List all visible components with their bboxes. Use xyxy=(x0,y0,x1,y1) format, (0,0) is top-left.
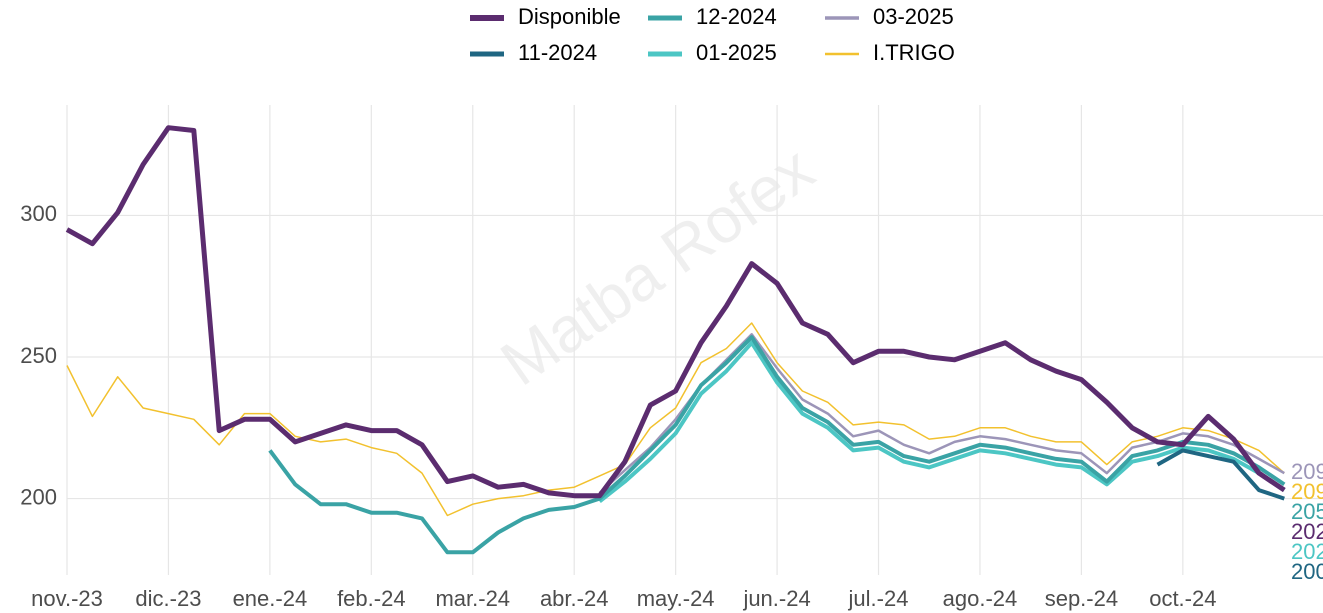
legend-label: 12-2024 xyxy=(696,4,777,29)
end-label: 200 xyxy=(1291,559,1323,584)
legend-label: 01-2025 xyxy=(696,40,777,65)
series-line xyxy=(66,322,1285,517)
x-tick-label: sep.-24 xyxy=(1045,586,1118,611)
y-tick-label: 300 xyxy=(20,201,57,226)
legend-label: Disponible xyxy=(518,4,621,29)
legend-label: 03-2025 xyxy=(873,4,954,29)
x-tick-label: abr.-24 xyxy=(540,586,609,611)
x-tick-label: oct.-24 xyxy=(1149,586,1216,611)
labels: 200 250 300 nov.-23 dic.-23 ene.-24 feb.-24 mar… xyxy=(20,4,1323,611)
end-label: 205 xyxy=(1291,499,1323,524)
x-tick-label: nov.-23 xyxy=(31,586,103,611)
end-label: 209 xyxy=(1291,479,1323,504)
end-label: 209 xyxy=(1291,459,1323,484)
legend-label: I.TRIGO xyxy=(873,40,955,65)
x-tick-label: mar.-24 xyxy=(435,586,510,611)
x-tick-label: jul.-24 xyxy=(848,586,909,611)
grid xyxy=(66,105,1323,575)
end-label: 202 xyxy=(1291,519,1323,544)
series-line xyxy=(268,335,1286,555)
lines xyxy=(65,125,1286,555)
end-label: 202 xyxy=(1291,539,1323,564)
series-line xyxy=(1156,448,1285,501)
series-line xyxy=(65,125,1286,499)
x-tick-label: ago.-24 xyxy=(943,586,1018,611)
y-tick-label: 250 xyxy=(20,343,57,368)
x-tick-label: may.-24 xyxy=(637,586,715,611)
y-tick-label: 200 xyxy=(20,484,57,509)
x-tick-label: feb.-24 xyxy=(337,586,406,611)
x-tick-label: jun.-24 xyxy=(742,586,810,611)
x-tick-label: ene.-24 xyxy=(233,586,308,611)
series-line xyxy=(598,340,1286,503)
legend-label: 11-2024 xyxy=(518,40,597,65)
x-tick-label: dic.-23 xyxy=(135,586,201,611)
